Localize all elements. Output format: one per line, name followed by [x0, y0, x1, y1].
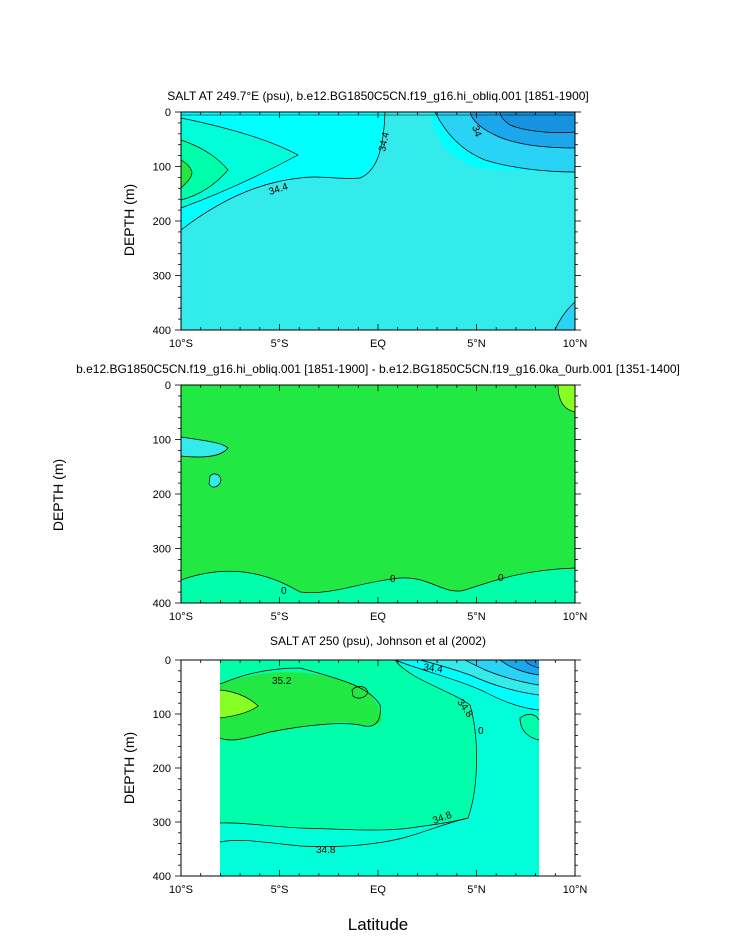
panel-2-region-lower — [181, 568, 575, 603]
panel-2-clabel-2: 0 — [390, 574, 396, 585]
y-tick-label: 400 — [153, 325, 171, 337]
x-tick-label: 10°N — [563, 611, 588, 623]
panel-1-title: SALT AT 249.7°E (psu), b.e12.BG1850C5CN.… — [167, 89, 589, 103]
panel-1-region-bottomright — [555, 302, 575, 330]
panel-2-region-cyan1 — [181, 437, 228, 458]
panel-1-contours — [180, 111, 576, 331]
y-tick-label: 400 — [153, 598, 171, 610]
panel-2-region-bright — [558, 385, 575, 412]
panel-3-axes: 10°S 5°S EQ 5°N 10°N 0 100 200 300 400 — [153, 655, 588, 896]
x-tick-label: 10°S — [169, 338, 193, 350]
y-tick-label: 400 — [153, 871, 171, 883]
panel-3-plot: 35.2 34.4 34.8 34.8 34.8 0 — [180, 659, 576, 877]
y-tick-label: 0 — [165, 655, 171, 667]
y-tick-label: 100 — [153, 162, 171, 174]
x-tick-label: 5°S — [271, 611, 289, 623]
y-tick-label: 300 — [153, 544, 171, 556]
x-tick-label: 5°N — [467, 611, 486, 623]
panel-1-ylabel: DEPTH (m) — [121, 184, 137, 256]
panel-2-clabel-3: 0 — [498, 573, 504, 584]
y-tick-label: 100 — [153, 709, 171, 721]
panel-3-clabel-5: 34.8 — [316, 845, 336, 856]
x-tick-label: 10°N — [563, 884, 588, 896]
panel-3: SALT AT 250 (psu), Johnson et al (2002) … — [121, 634, 587, 934]
y-tick-label: 200 — [153, 216, 171, 228]
panel-3-contour-bottom — [219, 817, 469, 847]
y-tick-label: 0 — [165, 107, 171, 119]
x-tick-label: EQ — [370, 884, 386, 896]
y-tick-label: 200 — [153, 489, 171, 501]
panel-1-plot: 34.4 34.4 34 — [180, 111, 576, 331]
panel-3-clabel-1: 35.2 — [272, 676, 292, 687]
panel-3-region-bright — [220, 672, 382, 741]
panel-1-contour-labels: 34.4 34.4 34 — [268, 124, 484, 198]
y-tick-label: 300 — [153, 271, 171, 283]
panel-2-region-cyan2 — [209, 473, 221, 488]
panel-2-contours — [180, 384, 576, 594]
panel-3-clabel-6: 0 — [478, 726, 484, 737]
panel-2-axes: 10°S 5°S EQ 5°N 10°N 0 100 200 300 400 — [153, 380, 588, 623]
panel-3-contours — [219, 659, 540, 831]
x-tick-label: 10°N — [563, 338, 588, 350]
panel-2-title: b.e12.BG1850C5CN.f19_g16.hi_obliq.001 [1… — [76, 362, 680, 376]
y-tick-label: 0 — [165, 380, 171, 392]
panel-2: b.e12.BG1850C5CN.f19_g16.hi_obliq.001 [1… — [50, 362, 680, 623]
y-tick-label: 100 — [153, 435, 171, 447]
panel-1-region-blue-dark — [500, 112, 575, 133]
panel-1-region-tongue-inner — [181, 140, 228, 200]
panel-3-title: SALT AT 250 (psu), Johnson et al (2002) — [270, 634, 486, 648]
panel-1-clabel-1: 34.4 — [377, 131, 392, 153]
panel-1: SALT AT 249.7°E (psu), b.e12.BG1850C5CN.… — [121, 89, 589, 350]
x-axis-label: Latitude — [348, 915, 409, 934]
panel-3-ylabel: DEPTH (m) — [121, 732, 137, 804]
x-tick-label: 5°S — [271, 884, 289, 896]
x-tick-label: 10°S — [169, 611, 193, 623]
panel-1-region-tongue-core — [181, 160, 192, 188]
panel-1-axes: 10°S 5°S EQ 5°N 10°N 0 100 200 300 400 — [153, 107, 588, 350]
y-tick-label: 200 — [153, 763, 171, 775]
panel-3-region-rightblob — [520, 714, 539, 740]
panel-2-plot: 0 0 0 — [180, 384, 576, 604]
panel-2-contour-labels: 0 0 0 — [281, 573, 504, 597]
panel-2-clabel-1: 0 — [281, 586, 287, 597]
panel-2-ylabel: DEPTH (m) — [50, 459, 66, 531]
x-tick-label: EQ — [370, 611, 386, 623]
x-tick-label: 5°S — [271, 338, 289, 350]
panel-2-region-base — [181, 385, 575, 603]
panel-1-clabel-3: 34 — [469, 124, 483, 139]
x-tick-label: 10°S — [169, 884, 193, 896]
y-tick-label: 300 — [153, 817, 171, 829]
x-tick-label: EQ — [370, 338, 386, 350]
panel-3-clabel-2: 34.4 — [423, 662, 444, 676]
x-tick-label: 5°N — [467, 338, 486, 350]
x-tick-label: 5°N — [467, 884, 486, 896]
